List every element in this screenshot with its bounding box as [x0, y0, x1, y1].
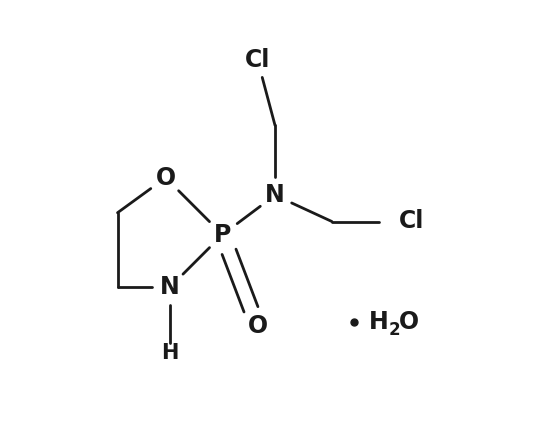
Text: O: O — [399, 310, 419, 334]
Text: 2: 2 — [388, 321, 400, 339]
Text: H: H — [369, 310, 389, 334]
Text: N: N — [265, 183, 285, 207]
Text: N: N — [160, 275, 180, 299]
Text: O: O — [248, 315, 267, 338]
Text: Cl: Cl — [399, 210, 425, 233]
Text: Cl: Cl — [245, 48, 270, 72]
Text: O: O — [156, 166, 175, 190]
Text: P: P — [214, 223, 231, 247]
Text: H: H — [161, 343, 179, 363]
